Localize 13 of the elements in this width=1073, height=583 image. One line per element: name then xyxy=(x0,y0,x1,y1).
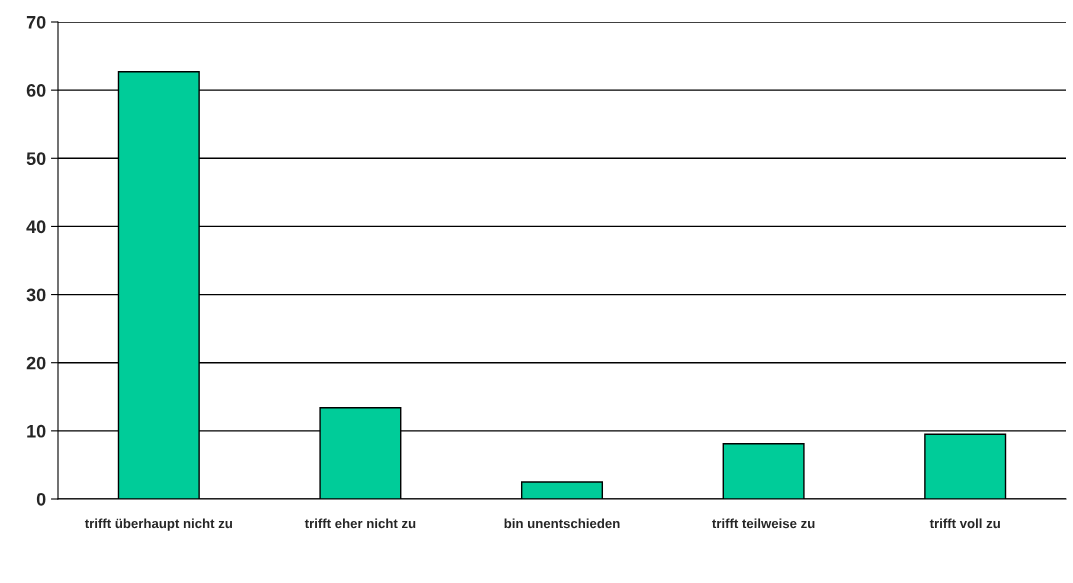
y-tick-label: 20 xyxy=(26,356,46,370)
y-tick-label: 70 xyxy=(26,15,46,29)
y-tick-label: 40 xyxy=(26,220,46,234)
x-tick-label: trifft voll zu xyxy=(929,518,1000,529)
y-tick-label: 60 xyxy=(26,84,46,97)
y-tick-label: 50 xyxy=(26,152,46,166)
x-tick-label: trifft teilweise zu xyxy=(712,518,815,529)
x-tick-label: trifft überhaupt nicht zu xyxy=(84,518,232,531)
x-tick-label: bin unentschieden xyxy=(504,518,620,529)
y-tick-label: 10 xyxy=(27,424,46,438)
y-tick-label: 30 xyxy=(26,288,46,302)
x-tick-label: trifft eher nicht zu xyxy=(304,518,416,529)
y-tick-label: 0 xyxy=(36,492,46,506)
